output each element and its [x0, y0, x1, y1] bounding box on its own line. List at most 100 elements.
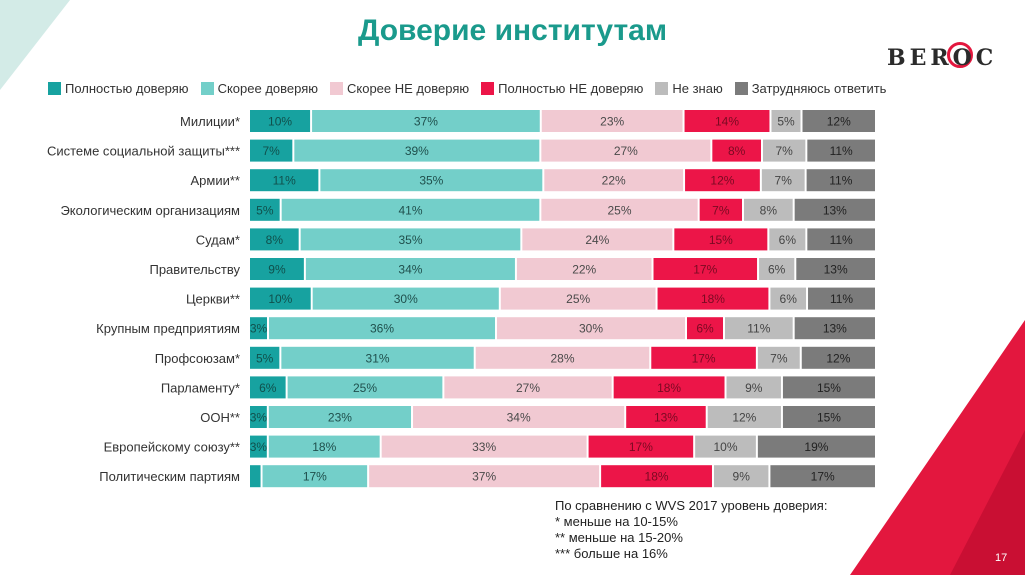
bar-segment [250, 435, 267, 458]
bar-segment [770, 465, 875, 488]
bar-segment [761, 169, 805, 192]
bar-data-label: 3% [250, 322, 268, 336]
bar-data-label: 6% [768, 263, 786, 277]
bar-segment [796, 258, 875, 280]
bar-data-label: 9% [745, 381, 763, 395]
bar-segment [268, 435, 380, 458]
bar-segment [516, 258, 652, 280]
bar-segment [684, 110, 770, 132]
category-label: Судам* [196, 232, 240, 247]
page-number: 17 [995, 552, 1008, 564]
bar-data-label: 30% [394, 292, 418, 306]
bar-segment [500, 287, 656, 310]
bar-data-label: 6% [259, 381, 277, 395]
bar-segment [782, 376, 875, 399]
bar-segment [250, 346, 280, 369]
bar-data-label: 7% [775, 174, 793, 188]
bar-data-label: 15% [817, 381, 841, 395]
legend-item: Не знаю [655, 81, 723, 96]
legend-label: Не знаю [672, 81, 723, 96]
bar-segment [802, 110, 875, 132]
bar-segment [250, 376, 286, 399]
bar-segment [381, 435, 587, 458]
bar-segment [312, 287, 499, 310]
bar-data-label: 5% [256, 351, 274, 365]
comparison-notes: По сравнению с WVS 2017 уровень доверия:… [555, 498, 827, 562]
category-label: Системе социальной защиты*** [47, 144, 240, 159]
bar-segment [759, 258, 795, 280]
bar-data-label: 11% [829, 174, 852, 188]
bar-data-label: 10% [268, 115, 292, 129]
bar-segment [763, 139, 806, 162]
bar-data-label: 37% [414, 115, 438, 129]
bar-segment [657, 287, 769, 310]
bar-data-label: 12% [732, 411, 756, 425]
bar-data-label: 25% [607, 203, 631, 217]
beroc-logo: BEROC [885, 41, 1000, 75]
bar-segment [250, 258, 304, 280]
bar-segment [281, 346, 474, 369]
legend-item: Полностью НЕ доверяю [481, 81, 643, 96]
bar-segment [613, 376, 725, 399]
bar-segment [782, 406, 875, 428]
bar-data-label: 11% [830, 144, 853, 158]
notes-heading: По сравнению с WVS 2017 уровень доверия: [555, 498, 828, 513]
bar-segment [250, 169, 319, 192]
bar-segment [674, 228, 768, 251]
bar-data-label: 11% [273, 174, 296, 188]
legend-swatch [655, 82, 669, 95]
bar-segment [300, 228, 521, 251]
bar-data-label: 23% [600, 115, 624, 129]
bar-segment [312, 110, 540, 132]
chart-legend: Полностью доверяю Скорее доверяю Скорее НЕ… [48, 81, 886, 96]
legend-item: Скорее доверяю [200, 81, 318, 96]
bar-data-label: 15% [817, 411, 841, 425]
page-title: Доверие институтам [357, 14, 668, 47]
bar-segment [794, 198, 875, 221]
bar-data-label: 13% [824, 263, 848, 277]
bar-data-label: 8% [728, 144, 746, 158]
bar-segment [601, 465, 712, 488]
bar-segment [541, 139, 711, 162]
bar-segment [770, 287, 807, 310]
bar-data-label: 36% [370, 322, 394, 336]
bar-data-label: 8% [266, 233, 284, 247]
legend-item: Скорее НЕ доверяю [330, 81, 469, 96]
bar-data-label: 3% [250, 411, 268, 425]
bar-segment [801, 346, 875, 369]
bar-data-label: 12% [827, 115, 851, 129]
bottom-right-corner-shade [950, 430, 1025, 575]
category-label: Церкви** [186, 292, 240, 307]
bar-segment [544, 169, 684, 192]
category-label: Профсоюзам* [155, 351, 240, 366]
bar-data-label: 17% [693, 263, 717, 277]
legend-item: Затрудняюсь ответить [734, 81, 886, 96]
bar-data-label: 39% [405, 144, 429, 158]
bar-data-label: 18% [312, 440, 336, 454]
bar-data-label: 35% [398, 233, 422, 247]
note-three-stars: *** больше на 16% [555, 546, 668, 561]
bar-data-label: 7% [770, 351, 788, 365]
legend-label: Скорее доверяю [217, 81, 318, 96]
legend-label: Полностью НЕ доверяю [498, 81, 644, 96]
bar-segment [413, 406, 625, 428]
bar-data-label: 17% [629, 440, 653, 454]
bar-segment [250, 198, 280, 221]
bar-data-label: 7% [262, 144, 280, 158]
legend-swatch [330, 82, 343, 95]
bar-data-label: 25% [566, 292, 590, 306]
bar-data-label: 22% [602, 174, 626, 188]
bar-segment [651, 346, 756, 369]
category-label: Правительству [149, 262, 240, 277]
legend-label: Полностью доверяю [65, 81, 189, 96]
bar-data-label: 13% [823, 322, 847, 336]
bar-segment [808, 287, 875, 310]
bar-segment [707, 406, 781, 428]
top-left-corner-shape [0, 0, 70, 90]
bar-segment [794, 317, 875, 340]
legend-swatch [734, 82, 748, 95]
logo-text: BEROC [887, 45, 998, 71]
bar-data-label: 15% [709, 233, 733, 247]
category-label: Европейскому союзу** [104, 440, 240, 455]
bar-data-label: 35% [419, 174, 443, 188]
